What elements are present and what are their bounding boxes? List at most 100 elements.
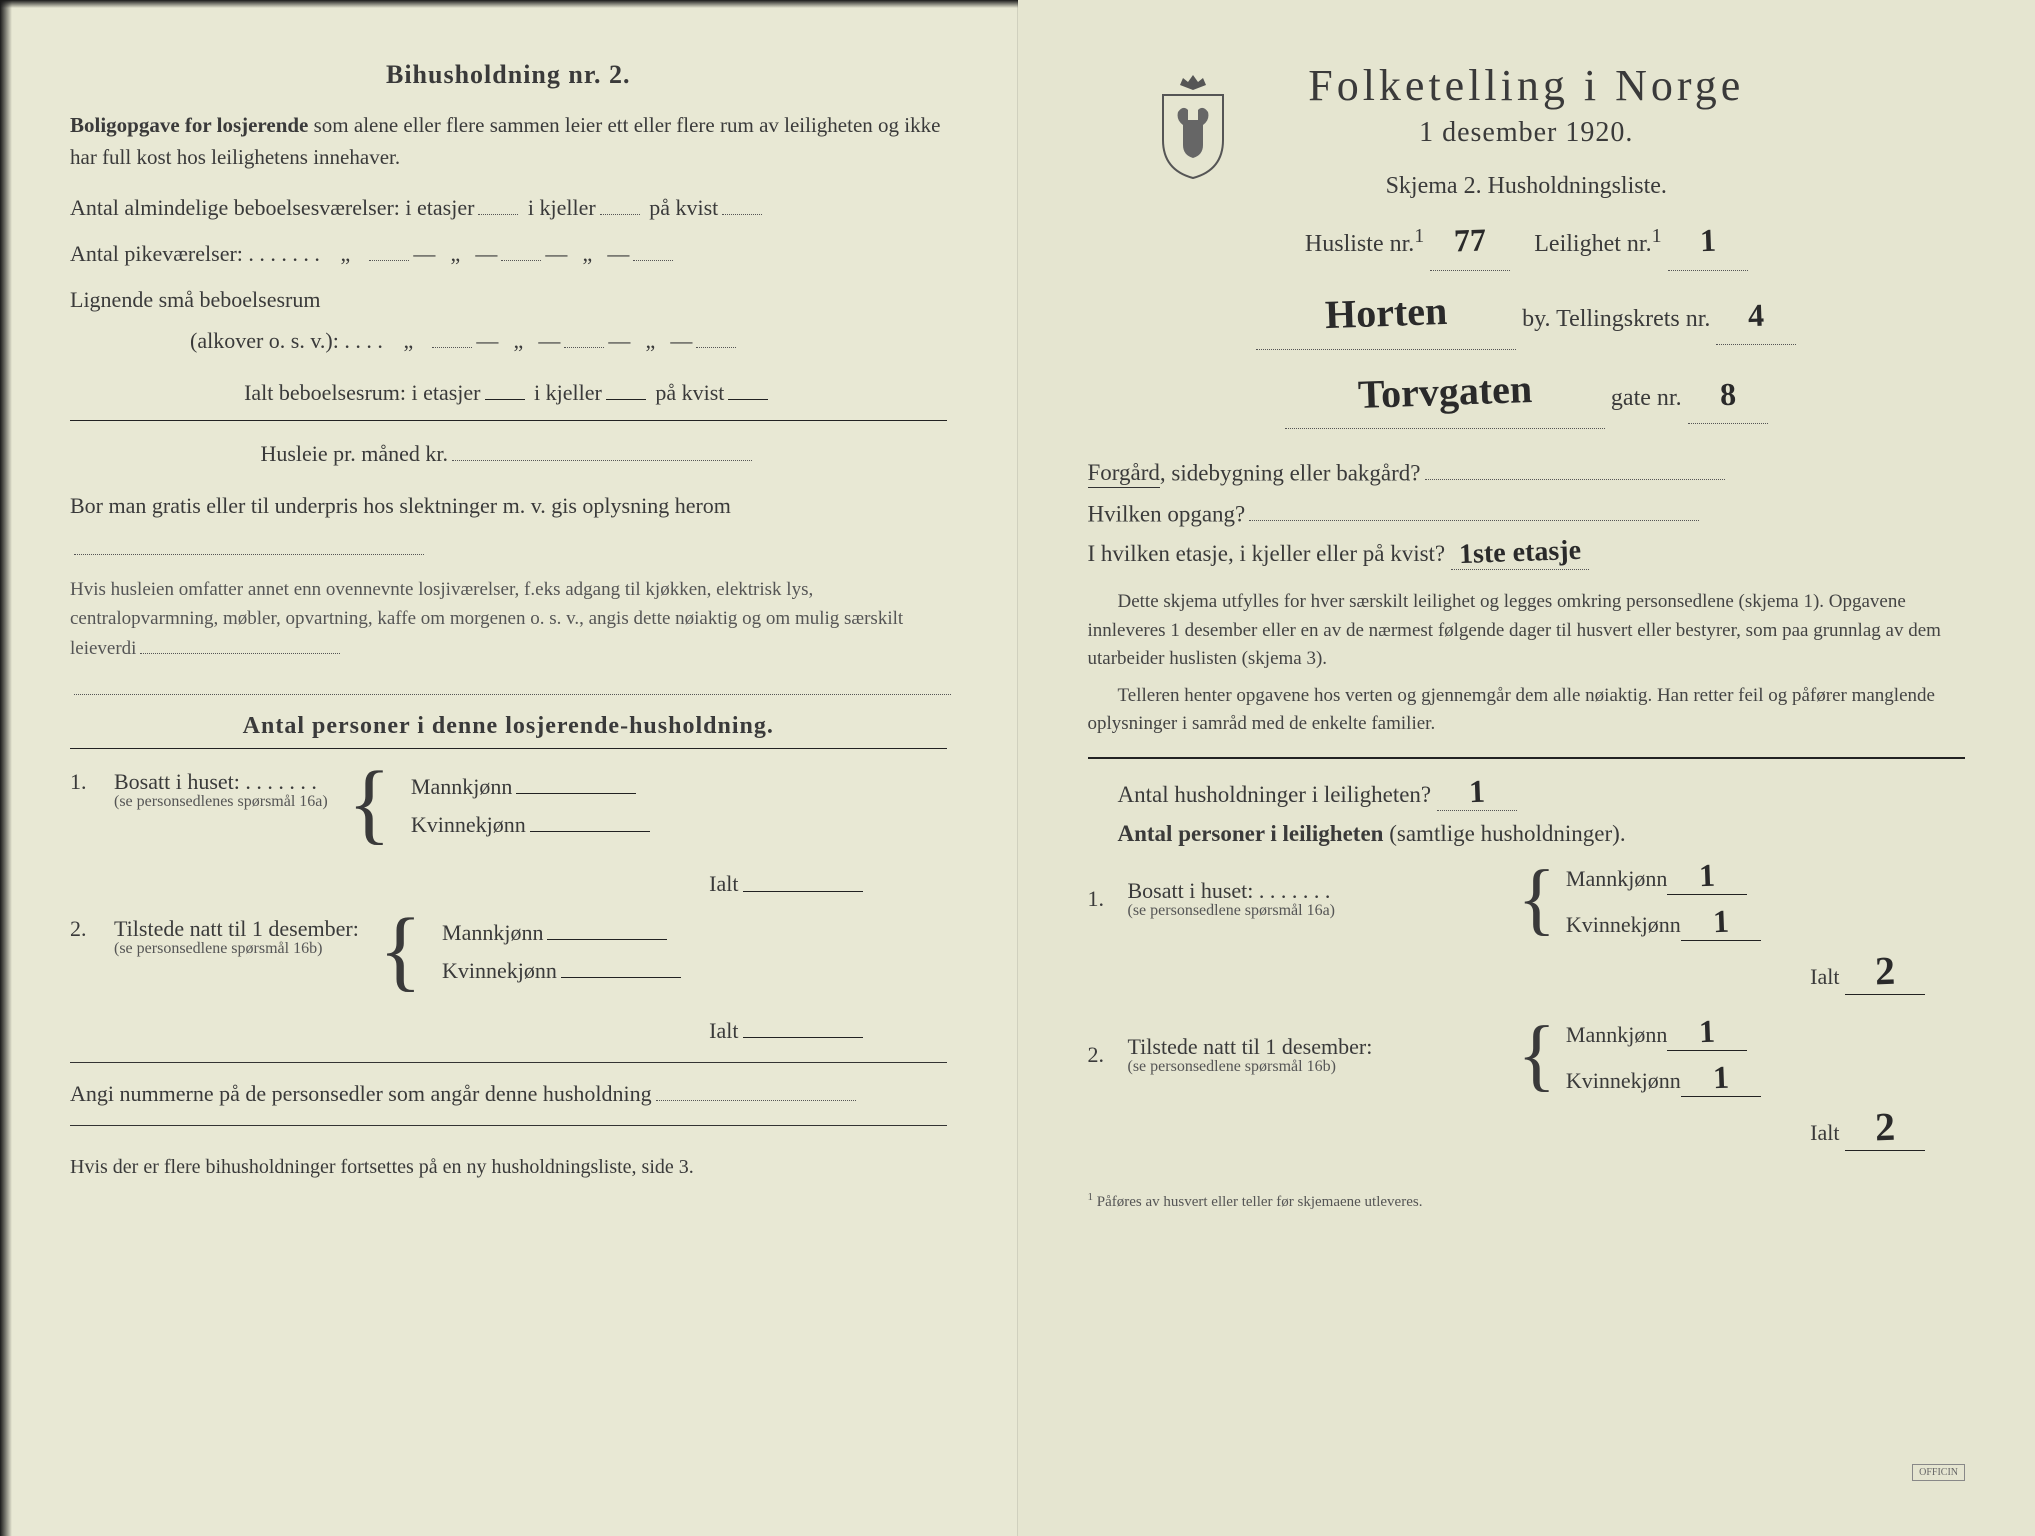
r-kvinne-2: Kvinnekjønn <box>1566 1068 1681 1093</box>
num-1: 1. <box>70 769 100 795</box>
page-left: Bihusholdning nr. 2. Boligopgave for los… <box>0 0 1018 1536</box>
r-mann-2: Mannkjønn <box>1566 1022 1667 1047</box>
r-kvinne-1: Kvinnekjønn <box>1566 912 1681 937</box>
divider <box>70 1062 947 1063</box>
l4b: i kjeller <box>534 380 602 405</box>
brace-icon-r2: { <box>1518 1015 1556 1095</box>
rp1-label: Bosatt i huset: . . . . . . . <box>1128 878 1331 903</box>
page-right: Folketelling i Norge 1 desember 1920. Sk… <box>1018 0 2035 1536</box>
q-husholdninger: Antal husholdninger i leiligheten? 1 <box>1088 773 1966 811</box>
footnote: 1 Påføres av husvert eller teller før sk… <box>1088 1191 1966 1211</box>
l5: Husleie pr. måned kr. <box>260 441 448 466</box>
l1a: Antal almindelige beboelsesværelser: i e… <box>70 195 474 220</box>
l2: Antal pikeværelser: . . . . . . . <box>70 241 320 266</box>
census-document: Bihusholdning nr. 2. Boligopgave for los… <box>0 0 2035 1536</box>
by-label: by. Tellingskrets nr. <box>1522 306 1710 332</box>
by-val: Horten <box>1324 274 1449 350</box>
line-ialt-rooms: Ialt beboelsesrum: i etasjer i kjeller p… <box>70 372 947 421</box>
leilighet-val: 1 <box>1699 212 1717 270</box>
r-ialt-1: Ialt 2 <box>1088 947 1966 995</box>
line-gratis: Bor man gratis eller til underpris hos s… <box>70 485 947 569</box>
r-ialt-2: Ialt 2 <box>1088 1103 1966 1151</box>
q1-underline: Forgård <box>1088 460 1160 488</box>
instructions-2: Telleren henter opgavene hos verten og g… <box>1088 682 1966 739</box>
l1b: i kjeller <box>528 195 596 220</box>
q3-val: 1ste etasje <box>1458 535 1581 571</box>
leilighet-label: Leilighet nr. <box>1534 231 1651 257</box>
q-pers-rest: (samtlige husholdninger). <box>1383 821 1625 846</box>
r-mann-1: Mannkjønn <box>1566 866 1667 891</box>
divider-2 <box>70 1125 947 1126</box>
p1-label: Bosatt i huset: . . . . . . . <box>114 769 317 794</box>
husliste-label: Husliste nr. <box>1305 231 1414 257</box>
header: Folketelling i Norge 1 desember 1920. <box>1088 60 1966 149</box>
mann-label: Mannkjønn <box>411 774 512 800</box>
p2-sub: (se personsedlene spørsmål 16b) <box>114 940 359 958</box>
husliste-val: 77 <box>1453 211 1487 270</box>
right-person-1: 1. Bosatt i huset: . . . . . . . (se per… <box>1088 857 1966 941</box>
line-lignende-b: (alkover o. s. v.): . . . . „—„——„— <box>70 320 947 362</box>
angi-text: Angi nummerne på de personsedler som ang… <box>70 1081 652 1106</box>
rp2-label: Tilstede natt til 1 desember: <box>1128 1034 1373 1059</box>
q2: Hvilken opgang? <box>1088 501 1246 526</box>
l4c: på kvist <box>655 380 724 405</box>
l6: Bor man gratis eller til underpris hos s… <box>70 493 731 518</box>
q3: I hvilken etasje, i kjeller eller på kvi… <box>1088 541 1446 566</box>
num-2: 2. <box>70 916 100 942</box>
brace-icon: { <box>348 759 391 849</box>
brace-icon-2: { <box>379 906 422 996</box>
left-intro: Boligopgave for losjerende som alene ell… <box>70 110 947 173</box>
q-forgard: Forgård, sidebygning eller bakgård? <box>1088 455 1966 486</box>
p1m: 1 <box>1699 856 1716 894</box>
kvinne-label: Kvinnekjønn <box>411 812 526 838</box>
q-etasje: I hvilken etasje, i kjeller eller på kvi… <box>1088 537 1966 570</box>
right-person-2: 2. Tilstede natt til 1 desember: (se per… <box>1088 1013 1966 1097</box>
left-person-2: 2. Tilstede natt til 1 desember: (se per… <box>70 916 947 996</box>
by-line: Horten by. Tellingskrets nr. 4 <box>1088 277 1966 350</box>
fn-text: Påføres av husvert eller teller før skje… <box>1097 1194 1423 1210</box>
gate-nr: 8 <box>1719 365 1737 423</box>
q-hush-label: Antal husholdninger i leiligheten? <box>1118 782 1432 807</box>
coat-of-arms-icon <box>1148 70 1238 180</box>
line-rooms: Antal almindelige beboelsesværelser: i e… <box>70 187 947 229</box>
left-person-1: 1. Bosatt i huset: . . . . . . . (se per… <box>70 769 947 849</box>
p2-label: Tilstede natt til 1 desember: <box>114 916 359 941</box>
l3b: (alkover o. s. v.): . . . . <box>190 328 383 353</box>
mann-label-2: Mannkjønn <box>442 920 543 946</box>
p2m: 1 <box>1699 1012 1716 1050</box>
brace-icon-r1: { <box>1518 859 1556 939</box>
p1k: 1 <box>1712 902 1729 940</box>
ialt-1: Ialt <box>70 867 947 897</box>
gate-val: Torvgaten <box>1357 353 1534 431</box>
line-husleie: Husleie pr. måned kr. <box>70 433 947 475</box>
gate-label: gate nr. <box>1611 385 1682 411</box>
q1-rest: , sidebygning eller bakgård? <box>1160 460 1421 485</box>
r-ialt-label-1: Ialt <box>1810 964 1839 989</box>
instructions-1: Dette skjema utfylles for hver særskilt … <box>1088 588 1966 674</box>
rp1-sub: (se personsedlene spørsmål 16a) <box>1128 902 1508 920</box>
ialt-2: Ialt <box>70 1014 947 1044</box>
line-angi: Angi nummerne på de personsedler som ang… <box>70 1073 947 1115</box>
ialt-label: Ialt <box>709 872 738 897</box>
krets-val: 4 <box>1747 286 1765 344</box>
p1i: 2 <box>1874 946 1896 994</box>
q-hush-val: 1 <box>1468 772 1485 810</box>
fn-marker: 1 <box>1088 1191 1094 1203</box>
rule <box>1088 757 1966 759</box>
p1-sub: (se personsedlenes spørsmål 16a) <box>114 793 328 811</box>
p2i: 2 <box>1874 1102 1896 1150</box>
rp2-sub: (se personsedlene spørsmål 16b) <box>1128 1058 1508 1076</box>
gate-line: Torvgaten gate nr. 8 <box>1088 356 1966 429</box>
r-ialt-label-2: Ialt <box>1810 1120 1839 1145</box>
q-personer: Antal personer i leiligheten (samtlige h… <box>1088 821 1966 847</box>
l4a: Ialt beboelsesrum: i etasjer <box>244 380 480 405</box>
line-lignende-a: Lignende små beboelsesrum <box>70 279 947 321</box>
intro-bold: Boligopgave for losjerende <box>70 113 308 137</box>
husliste-line: Husliste nr.1 77 Leilighet nr.1 1 <box>1088 212 1966 271</box>
line-pike: Antal pikeværelser: . . . . . . . „—„——„… <box>70 233 947 275</box>
l1c: på kvist <box>649 195 718 220</box>
kvinne-label-2: Kvinnekjønn <box>442 958 557 984</box>
note-husleie: Hvis husleien omfatter annet enn ovennev… <box>70 576 947 663</box>
p2k: 1 <box>1712 1058 1729 1096</box>
ialt-label-2: Ialt <box>709 1018 738 1043</box>
